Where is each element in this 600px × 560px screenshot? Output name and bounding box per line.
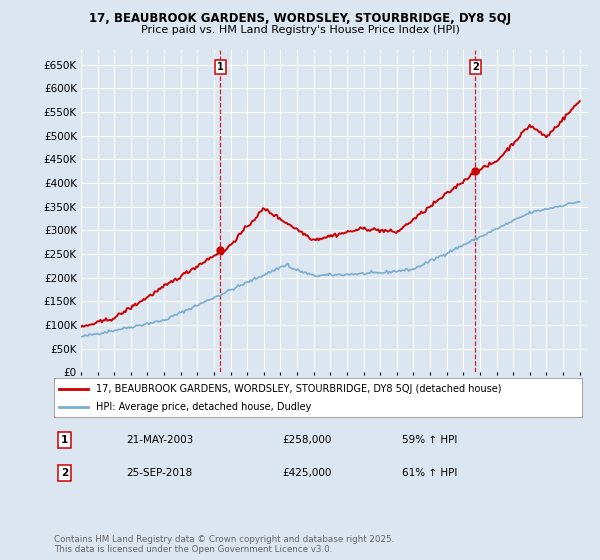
Text: 1: 1 (217, 62, 224, 72)
Text: 59% ↑ HPI: 59% ↑ HPI (402, 435, 457, 445)
Text: 17, BEAUBROOK GARDENS, WORDSLEY, STOURBRIDGE, DY8 5QJ: 17, BEAUBROOK GARDENS, WORDSLEY, STOURBR… (89, 12, 511, 25)
Text: 61% ↑ HPI: 61% ↑ HPI (402, 468, 457, 478)
Text: 21-MAY-2003: 21-MAY-2003 (126, 435, 193, 445)
Text: 25-SEP-2018: 25-SEP-2018 (126, 468, 192, 478)
Text: 17, BEAUBROOK GARDENS, WORDSLEY, STOURBRIDGE, DY8 5QJ (detached house): 17, BEAUBROOK GARDENS, WORDSLEY, STOURBR… (96, 384, 502, 394)
Text: 1: 1 (61, 435, 68, 445)
Text: Price paid vs. HM Land Registry's House Price Index (HPI): Price paid vs. HM Land Registry's House … (140, 25, 460, 35)
Text: 2: 2 (472, 62, 479, 72)
Text: £425,000: £425,000 (282, 468, 331, 478)
Text: HPI: Average price, detached house, Dudley: HPI: Average price, detached house, Dudl… (96, 403, 311, 412)
Text: £258,000: £258,000 (282, 435, 331, 445)
Text: 2: 2 (61, 468, 68, 478)
Text: Contains HM Land Registry data © Crown copyright and database right 2025.
This d: Contains HM Land Registry data © Crown c… (54, 535, 394, 554)
